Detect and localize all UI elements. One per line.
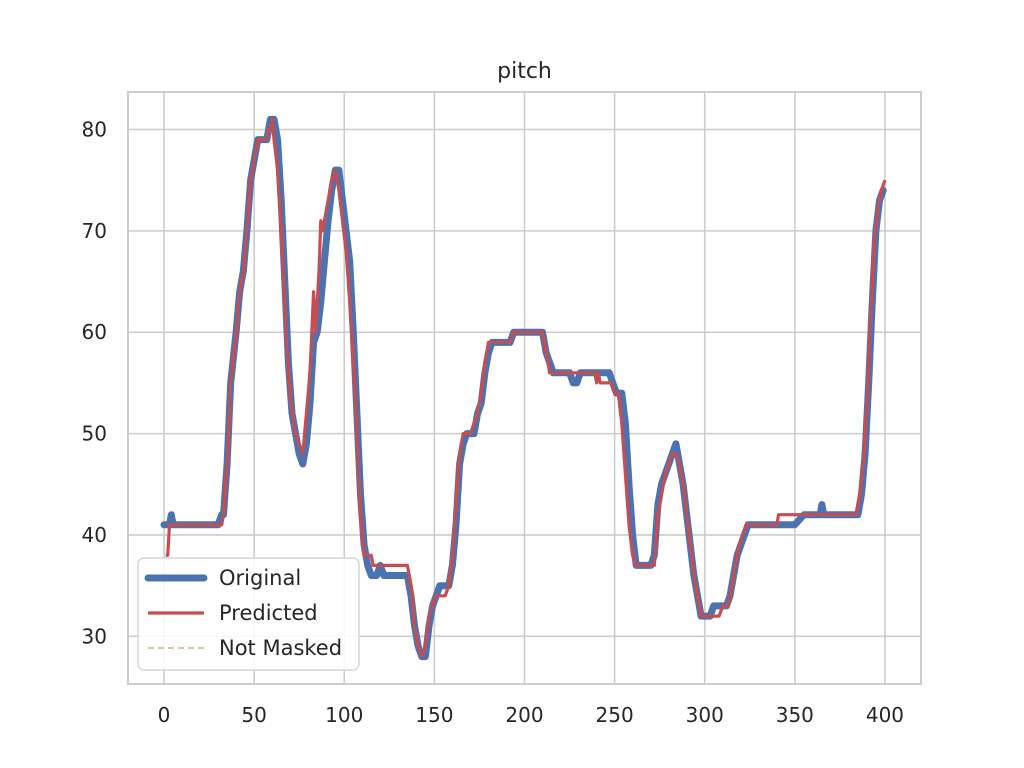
y-tick-label: 30 bbox=[82, 624, 107, 648]
legend-label: Original bbox=[219, 566, 301, 590]
plot-frame bbox=[127, 91, 922, 685]
x-tick-label: 200 bbox=[505, 703, 543, 727]
ticks: 0 50 100 150 200 250 300 350 400 30 40 50 60 70 80 bbox=[82, 118, 905, 727]
y-tick-label: 50 bbox=[82, 422, 107, 446]
series-line-predicted bbox=[165, 117, 887, 659]
x-tick-label: 250 bbox=[596, 703, 634, 727]
legend-box bbox=[137, 557, 360, 671]
x-tick-label: 350 bbox=[776, 703, 814, 727]
legend-label: Not Masked bbox=[219, 636, 342, 660]
y-tick-label: 60 bbox=[82, 320, 107, 344]
x-tick-label: 100 bbox=[325, 703, 363, 727]
y-tick-label: 40 bbox=[82, 523, 107, 547]
x-tick-label: 300 bbox=[686, 703, 724, 727]
legend: Original Predicted Not Masked bbox=[137, 557, 360, 671]
x-tick-label: 0 bbox=[158, 703, 171, 727]
x-tick-label: 150 bbox=[415, 703, 453, 727]
x-tick-label: 400 bbox=[866, 703, 904, 727]
y-tick-label: 80 bbox=[82, 118, 107, 142]
y-tick-label: 70 bbox=[82, 219, 107, 243]
chart-title: pitch bbox=[497, 59, 552, 84]
x-tick-label: 50 bbox=[241, 703, 266, 727]
legend-label: Predicted bbox=[219, 601, 318, 625]
series-layer bbox=[160, 115, 887, 661]
